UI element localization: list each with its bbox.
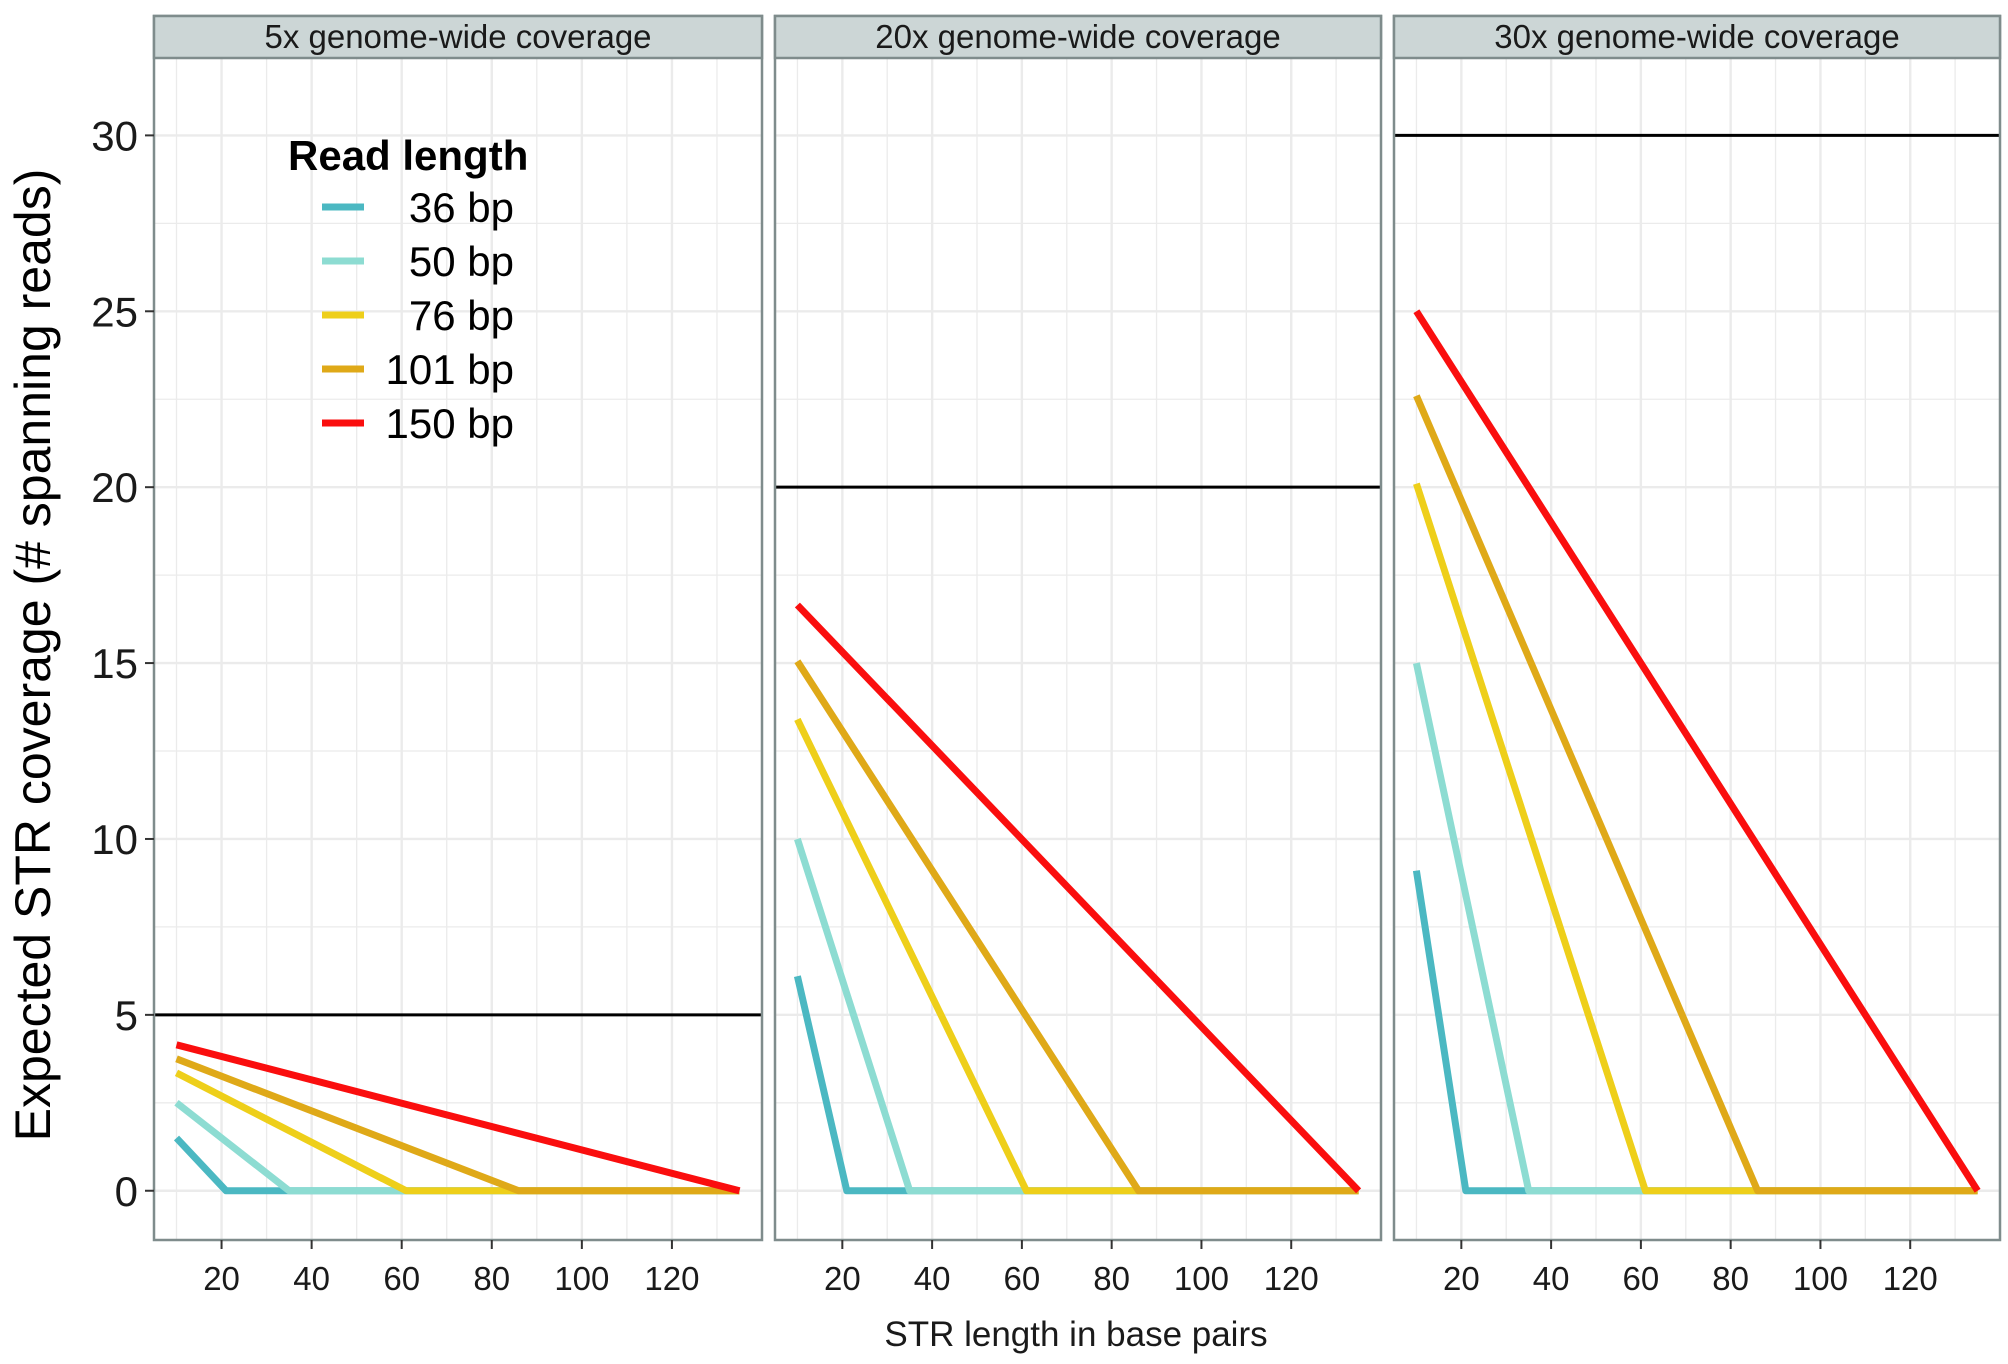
x-tick-label: 80 [1712,1260,1749,1297]
legend-label-76-bp: 76 bp [409,292,514,339]
y-tick-label: 15 [91,640,138,687]
y-axis-title: Expected STR coverage (# spanning reads) [5,169,61,1142]
series-line-101-bp [794,659,1359,1195]
x-tick-label: 60 [1004,1260,1041,1297]
y-tick-label: 20 [91,464,138,511]
x-tick-label: 60 [383,1260,420,1297]
x-axis: 20 40 60 80 100 120 [203,1240,699,1297]
x-tick-label: 60 [1623,1260,1660,1297]
series-line-101-bp [1413,394,1978,1195]
legend-label-101-bp: 101 bp [386,346,514,393]
facet-strip [152,14,764,60]
legend: Read length 36 bp 50 bp 76 bp 101 bp 150 bp [288,132,528,447]
x-tick-label: 120 [644,1260,699,1297]
facet-strip-label: 20x genome-wide coverage [875,18,1280,55]
series-line-150-bp [794,602,1362,1194]
x-tick-label: 100 [1793,1260,1848,1297]
facet-strip [1392,14,2002,60]
y-tick-label: 0 [115,1168,138,1215]
x-tick-label: 100 [1174,1260,1229,1297]
facet-strip [773,14,1383,60]
y-tick-label: 10 [91,816,138,863]
x-tick-label: 80 [473,1260,510,1297]
series-line-150-bp [175,1041,741,1195]
x-tick-label: 40 [293,1260,330,1297]
panel-background [775,58,1381,1240]
x-tick-label: 20 [824,1260,861,1297]
panel-grid [1394,58,2000,1240]
series-line-101-bp [175,1055,740,1195]
series-line-150-bp [1413,309,1981,1193]
x-axis: 20 40 60 80 100 120 [1443,1240,1938,1297]
x-tick-label: 80 [1093,1260,1130,1297]
x-tick-label: 100 [554,1260,609,1297]
y-tick-label: 25 [91,288,138,335]
x-tick-label: 20 [1443,1260,1480,1297]
x-tick-label: 120 [1264,1260,1319,1297]
facet-strip-label: 30x genome-wide coverage [1494,18,1899,55]
legend-title: Read length [288,132,528,179]
y-tick-label: 30 [91,112,138,159]
x-tick-label: 40 [914,1260,951,1297]
panel-2: 20x genome-wide coverage 20 40 60 80 100 120 [773,14,1383,1297]
x-tick-label: 120 [1883,1260,1938,1297]
facet-strip-label: 5x genome-wide coverage [264,18,651,55]
panel-3: 30x genome-wide coverage 20 40 60 80 100 120 [1392,14,2002,1297]
x-tick-label: 20 [203,1260,240,1297]
x-axis: 20 40 60 80 100 120 [824,1240,1319,1297]
legend-label-50-bp: 50 bp [409,238,514,285]
panel-1: 5x genome-wide coverage 20 40 60 80 100 120 [152,14,764,1297]
legend-label-150-bp: 150 bp [386,400,514,447]
y-axis: 0 5 10 15 20 25 30 [91,112,154,1215]
legend-label-36-bp: 36 bp [409,184,514,231]
x-tick-label: 40 [1533,1260,1570,1297]
x-axis-title: STR length in base pairs [884,1315,1267,1354]
y-tick-label: 5 [115,992,138,1039]
panel-background [154,58,762,1240]
